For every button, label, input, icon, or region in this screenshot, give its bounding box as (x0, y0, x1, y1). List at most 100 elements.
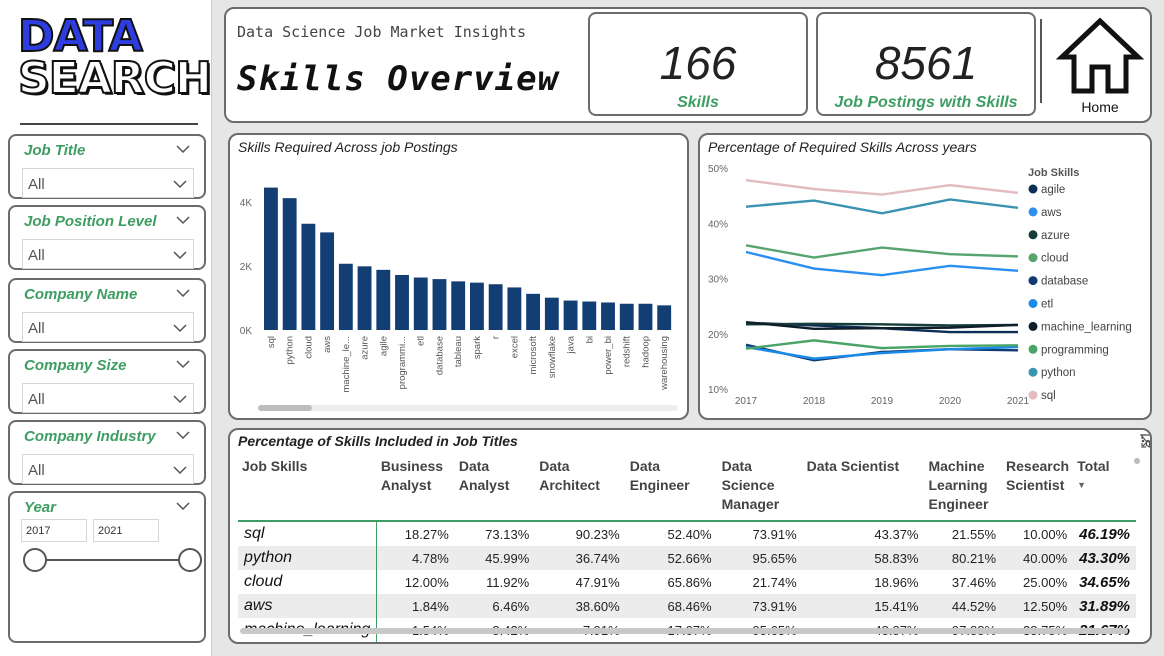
filter-icon[interactable] (1140, 433, 1152, 449)
bar-tableau[interactable] (451, 281, 466, 330)
bar-excel[interactable] (507, 287, 522, 330)
skills-table-card: Percentage of Skills Included in Job Tit… (228, 428, 1152, 644)
chevron-down-icon[interactable] (176, 499, 190, 513)
legend-item-programming[interactable]: programming (1041, 344, 1109, 356)
chevron-down-icon[interactable] (176, 357, 190, 371)
legend-item-python[interactable]: python (1041, 367, 1076, 379)
column-header[interactable]: Data Engineer (625, 454, 718, 522)
column-header-label: Data Analyst (458, 458, 510, 493)
table-cell: 38.60% (535, 594, 626, 618)
legend-item-etl[interactable]: etl (1041, 299, 1053, 311)
column-header[interactable]: Data Scientist (802, 454, 925, 522)
bar-chart-scroll-thumb[interactable] (258, 405, 312, 411)
bar-chart-scroll-track[interactable] (258, 405, 678, 411)
column-header[interactable]: Total ▼ (1073, 454, 1136, 522)
slicer-dropdown[interactable]: All (22, 383, 194, 413)
column-header[interactable]: Data Analyst (454, 454, 536, 522)
x-tick-label: sql (266, 336, 277, 348)
bar-r[interactable] (488, 284, 503, 330)
slicer-dropdown[interactable]: All (22, 239, 194, 269)
y-tick-label: 2K (240, 262, 253, 273)
table-cell: 1.84% (376, 594, 455, 618)
series-line-etl[interactable] (745, 345, 1019, 360)
column-header[interactable]: Data Science Manager (717, 454, 803, 522)
year-to-input[interactable]: 2021 (93, 519, 159, 542)
table-cell: 4.78% (376, 546, 455, 570)
bar-cloud[interactable] (301, 223, 316, 330)
column-header[interactable]: Job Skills (238, 454, 377, 522)
year-from-input[interactable]: 2017 (21, 519, 87, 542)
bar-snowflake[interactable] (544, 297, 559, 330)
bar-aws[interactable] (320, 232, 335, 330)
year-slider-end-handle[interactable] (178, 548, 202, 572)
chevron-down-icon[interactable] (176, 286, 190, 300)
bar-warehousing[interactable] (657, 305, 672, 330)
chevron-down-icon[interactable] (176, 428, 190, 442)
legend-item-aws[interactable]: aws (1041, 207, 1062, 219)
more-options-icon[interactable] (1140, 433, 1152, 449)
column-header[interactable]: Data Architect (535, 454, 626, 522)
table-row: sql 18.27% 73.13% 90.23% 52.40% 73.91% 43.37% 2… (238, 521, 1136, 546)
legend-marker-machine_learning (1028, 321, 1038, 331)
sort-descending-icon: ▼ (1077, 480, 1087, 490)
filter-slicer-company-size: Company Size All (8, 349, 206, 414)
focus-mode-icon[interactable] (1140, 433, 1152, 449)
series-line-aws[interactable] (745, 250, 1019, 277)
bar-python[interactable] (282, 198, 297, 330)
column-header[interactable]: Research Scientist (1002, 454, 1074, 522)
series-line-programming[interactable] (745, 339, 1019, 350)
series-line-machine_learning[interactable] (745, 320, 1019, 330)
table-cell: 25.00% (1023, 574, 1068, 590)
legend-item-database[interactable]: database (1041, 276, 1088, 288)
table-cell: 40.00% (1002, 546, 1074, 570)
chevron-down-icon[interactable] (176, 213, 190, 227)
legend-item-agile[interactable]: agile (1041, 184, 1065, 196)
bar-agile[interactable] (376, 269, 391, 330)
bar-power_bi[interactable] (601, 302, 615, 330)
bar-azure[interactable] (357, 266, 372, 330)
bar-microsoft[interactable] (526, 293, 541, 330)
bar-sql[interactable] (264, 187, 278, 330)
x-tick-label: 2018 (803, 396, 826, 407)
x-tick-label: machine_le... (341, 336, 352, 393)
bar-chart-title: Skills Required Across job Postings (238, 139, 458, 155)
column-header[interactable]: Machine Learning Engineer (924, 454, 1003, 522)
legend-item-machine_learning[interactable]: machine_learning (1041, 321, 1132, 333)
table-vertical-scrollbar[interactable] (1134, 458, 1140, 464)
filter-slicer-company-name: Company Name All (8, 278, 206, 343)
slicer-value: All (28, 462, 45, 479)
series-line-azure[interactable] (745, 322, 1019, 327)
series-line-sql[interactable] (745, 178, 1019, 196)
column-header[interactable]: Business Analyst (376, 454, 455, 522)
chevron-down-icon (173, 180, 187, 189)
slicer-value: All (28, 320, 45, 337)
bar-java[interactable] (563, 300, 578, 330)
series-line-cloud[interactable] (745, 244, 1019, 259)
bar-programmi...[interactable] (395, 274, 409, 330)
column-header-label: Data Science Manager (721, 458, 780, 512)
series-line-python[interactable] (745, 198, 1019, 215)
chevron-down-icon[interactable] (176, 142, 190, 156)
bar-redshift[interactable] (619, 303, 634, 330)
home-button[interactable]: Home (1055, 15, 1145, 119)
legend-item-sql[interactable]: sql (1041, 390, 1056, 402)
legend-title: Job Skills (1028, 167, 1079, 179)
bar-chart-card: Skills Required Across job Postings 0K 2K… (228, 133, 689, 420)
bar-hadoop[interactable] (638, 303, 653, 330)
slicer-dropdown[interactable]: All (22, 312, 194, 342)
table-cell: 73.91% (752, 526, 797, 542)
slicer-dropdown[interactable]: All (22, 168, 194, 198)
legend-marker-agile (1028, 184, 1038, 194)
slicer-dropdown[interactable]: All (22, 454, 194, 484)
bar-database[interactable] (432, 279, 447, 330)
column-header-label: Data Engineer (629, 458, 690, 493)
bar-etl[interactable] (413, 277, 428, 330)
table-horizontal-scrollbar[interactable] (240, 628, 1128, 634)
bar-machine_le...[interactable] (338, 263, 353, 330)
bar-spark[interactable] (470, 282, 484, 330)
legend-item-azure[interactable]: azure (1041, 230, 1070, 242)
year-slider-track[interactable] (36, 559, 192, 561)
year-slider-start-handle[interactable] (23, 548, 47, 572)
bar-bi[interactable] (582, 301, 597, 330)
legend-item-cloud[interactable]: cloud (1041, 253, 1069, 265)
